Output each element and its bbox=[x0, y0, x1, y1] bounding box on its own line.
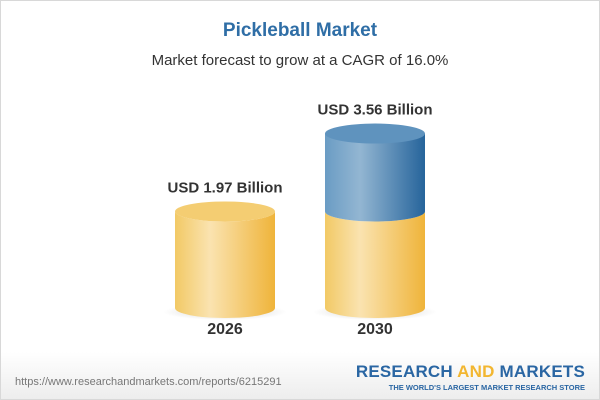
bar-base-segment bbox=[325, 211, 425, 318]
bar-top-cap bbox=[325, 123, 425, 144]
data-label: USD 3.56 Billion bbox=[317, 102, 432, 119]
research-and-markets-logo: RESEARCH AND MARKETS THE WORLD'S LARGEST… bbox=[355, 362, 585, 392]
chart-title: Pickleball Market bbox=[222, 20, 378, 41]
chart-subtitle: Market forecast to grow at a CAGR of 16.… bbox=[151, 52, 449, 69]
category-label: 2026 bbox=[207, 321, 243, 338]
category-label: 2030 bbox=[357, 321, 393, 338]
bar-base-segment bbox=[175, 211, 275, 318]
bar-top-cap bbox=[175, 201, 275, 222]
bar-growth-segment bbox=[325, 133, 425, 222]
chart: USD 1.97 Billion 2026 USD 3.56 Billion 2030 bbox=[163, 102, 437, 338]
report-url[interactable]: https://www.researchandmarkets.com/repor… bbox=[15, 376, 282, 388]
data-label: USD 1.97 Billion bbox=[167, 179, 282, 196]
footer: https://www.researchandmarkets.com/repor… bbox=[1, 352, 599, 399]
